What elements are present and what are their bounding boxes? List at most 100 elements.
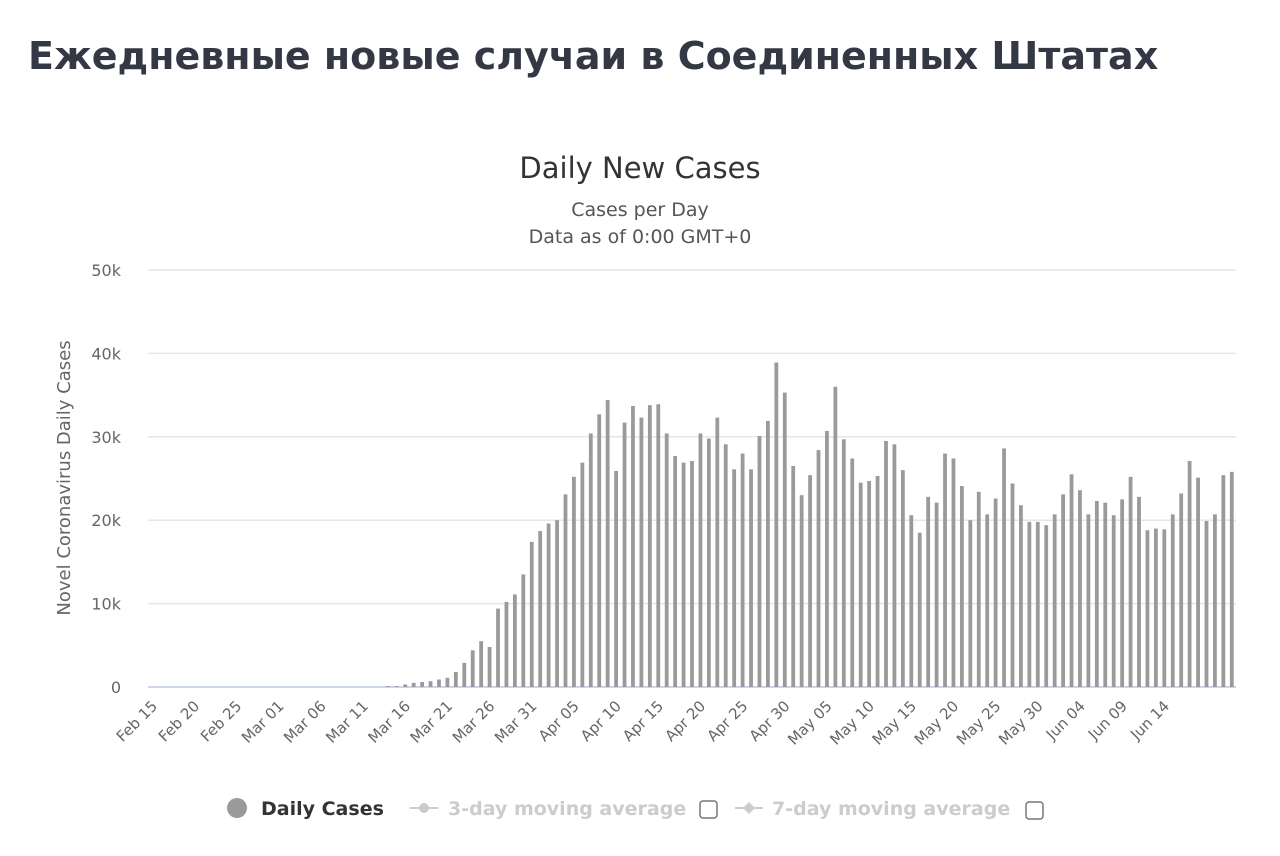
bar[interactable] [1162,529,1167,687]
bar[interactable] [1061,494,1065,687]
bar[interactable] [521,574,526,687]
bar[interactable] [884,440,888,687]
bar[interactable] [740,453,745,687]
bar[interactable] [386,686,391,687]
bar[interactable] [1035,521,1040,687]
bar[interactable] [580,462,585,687]
bar[interactable] [479,641,484,687]
bar[interactable] [445,677,450,687]
bar[interactable] [673,455,678,687]
bar[interactable] [1221,475,1226,687]
bar[interactable] [631,405,635,687]
bar[interactable] [867,481,872,687]
bar[interactable] [428,681,433,687]
bar[interactable] [504,601,509,687]
bar[interactable] [512,594,517,687]
bar[interactable] [1229,471,1234,687]
bar[interactable] [1044,525,1049,687]
bar[interactable] [732,469,737,687]
bar[interactable] [766,420,770,687]
bar[interactable] [926,496,931,687]
bar[interactable] [875,476,880,687]
bar[interactable] [774,362,779,687]
bar[interactable] [850,458,855,687]
bar[interactable] [538,531,543,687]
bar[interactable] [1204,521,1209,687]
bar[interactable] [1010,483,1015,688]
bar[interactable] [959,486,964,687]
bar[interactable] [1052,514,1057,687]
bar[interactable] [1145,530,1150,687]
bar[interactable] [605,400,610,687]
bar[interactable] [715,417,720,687]
bar[interactable] [1137,496,1141,687]
legend-item-3-day-moving-average[interactable]: 3-day moving average [410,798,686,820]
bar[interactable] [1111,515,1116,687]
bar[interactable] [1086,514,1091,687]
legend-7-day-checkbox[interactable] [1025,801,1044,820]
bar[interactable] [462,662,467,687]
bar[interactable] [647,405,652,687]
bar[interactable] [1002,448,1006,687]
bar[interactable] [985,514,990,687]
bar[interactable] [555,520,559,687]
bar[interactable] [420,682,425,687]
bar[interactable] [791,465,796,687]
bar[interactable] [1120,499,1125,687]
bar[interactable] [437,679,441,687]
bar[interactable] [1187,460,1192,687]
bar[interactable] [411,682,416,687]
legend-3-day-checkbox[interactable] [699,800,718,819]
bar[interactable] [723,444,728,687]
bar[interactable] [892,444,897,687]
bar[interactable] [808,475,812,687]
bar[interactable] [833,386,838,687]
bar[interactable] [690,460,694,687]
bar[interactable] [614,470,618,687]
bar[interactable] [622,422,627,687]
bar[interactable] [1153,528,1158,687]
bar[interactable] [858,482,863,687]
bar[interactable] [757,435,762,687]
bar[interactable] [1128,476,1133,687]
bar[interactable] [1078,490,1082,687]
bar[interactable] [1213,514,1217,687]
bar[interactable] [782,392,787,687]
bar[interactable] [572,476,576,687]
bar[interactable] [1196,477,1200,687]
bar[interactable] [1170,514,1175,687]
bar[interactable] [706,438,711,687]
bar[interactable] [529,541,534,687]
bar[interactable] [698,433,703,687]
bar[interactable] [394,686,399,687]
bar[interactable] [968,520,973,687]
bar[interactable] [1027,521,1032,687]
bar[interactable] [816,450,821,687]
bar[interactable] [825,430,829,687]
bar[interactable] [403,684,408,688]
bar[interactable] [943,453,947,687]
bar[interactable] [1019,505,1023,687]
bar[interactable] [934,502,939,687]
bar[interactable] [656,404,661,687]
legend-item-7-day-moving-average[interactable]: 7-day moving average [735,798,1010,820]
bar[interactable] [546,523,551,687]
bar[interactable] [799,495,804,687]
bar[interactable] [597,414,602,687]
bar[interactable] [588,433,593,687]
bar[interactable] [909,515,914,687]
bar[interactable] [1069,474,1074,687]
bar[interactable] [470,650,475,687]
bar[interactable] [563,494,568,687]
bar[interactable] [841,439,846,687]
bar[interactable] [917,532,922,687]
bar[interactable] [487,646,492,687]
legend-item-daily-cases[interactable]: Daily Cases [227,798,384,820]
bar[interactable] [951,458,956,687]
bar[interactable] [749,469,753,687]
bar[interactable] [639,417,644,687]
bar[interactable] [976,491,981,687]
bar[interactable] [1179,493,1184,687]
bar[interactable] [664,433,669,687]
bar[interactable] [1103,502,1108,687]
